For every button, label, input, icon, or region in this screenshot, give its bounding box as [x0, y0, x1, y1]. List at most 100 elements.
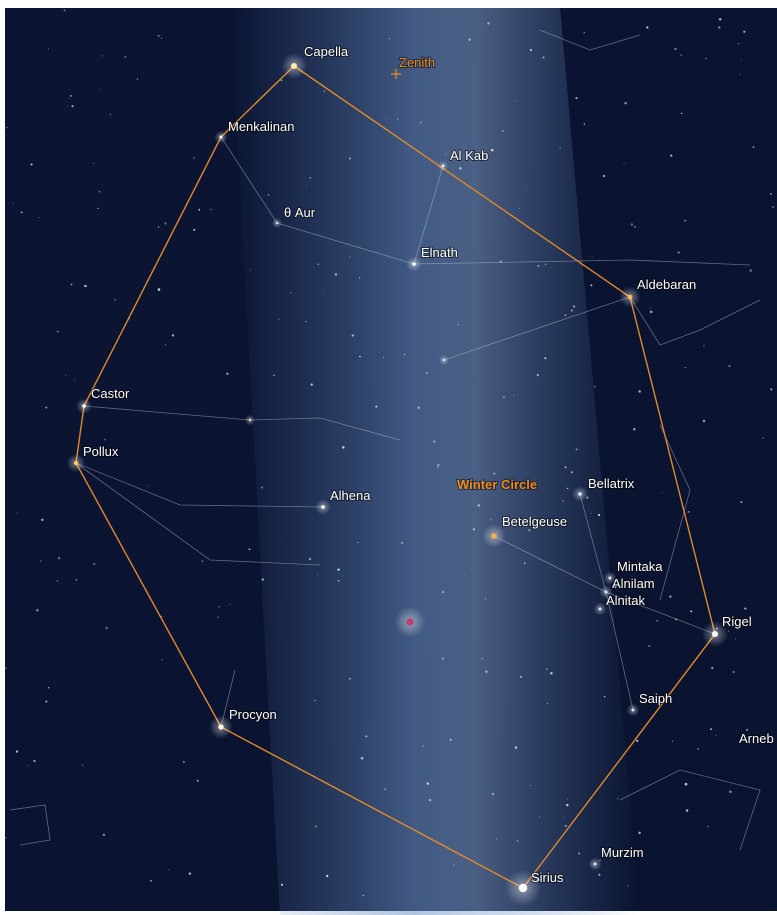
star-label: Elnath: [421, 245, 458, 260]
field-star: [729, 791, 732, 794]
field-star: [76, 579, 78, 581]
field-star: [684, 220, 685, 221]
field-star: [503, 396, 505, 398]
field-star: [93, 563, 95, 565]
field-star: [492, 793, 494, 795]
field-star: [573, 305, 575, 307]
field-star: [137, 79, 138, 80]
field-star: [690, 610, 692, 612]
field-star: [161, 38, 162, 39]
field-star: [315, 825, 317, 827]
star: [442, 165, 444, 167]
field-star: [84, 285, 86, 287]
field-star: [161, 659, 162, 660]
field-star: [517, 840, 519, 842]
star-label: Rigel: [722, 614, 752, 629]
field-star: [309, 558, 311, 560]
field-star: [17, 513, 18, 514]
field-star: [420, 121, 422, 123]
field-star: [218, 606, 219, 607]
field-star: [646, 26, 648, 28]
field-star: [728, 631, 729, 632]
field-star: [261, 487, 263, 489]
field-star: [335, 273, 337, 275]
field-star: [638, 390, 640, 392]
field-star: [686, 809, 688, 811]
field-star: [45, 407, 47, 409]
field-star: [278, 319, 279, 320]
field-star: [542, 56, 544, 58]
field-star: [719, 18, 722, 21]
star-label: Menkalinan: [228, 119, 295, 134]
field-star: [687, 512, 688, 513]
field-star: [530, 49, 532, 51]
field-star: [591, 513, 592, 514]
field-star: [550, 672, 553, 675]
field-star: [365, 735, 367, 737]
field-star: [473, 528, 475, 530]
field-star: [422, 745, 424, 747]
field-star: [669, 595, 672, 598]
field-star: [189, 872, 191, 874]
field-star: [12, 203, 13, 204]
field-star: [562, 500, 563, 501]
field-star: [624, 102, 626, 104]
field-star: [36, 609, 39, 612]
field-star: [537, 374, 539, 376]
field-star: [485, 670, 487, 672]
star-label: Arneb: [739, 731, 774, 746]
field-star: [103, 834, 105, 836]
field-star: [594, 386, 595, 387]
field-star: [262, 578, 264, 580]
field-star: [545, 263, 547, 265]
field-star: [389, 38, 390, 39]
field-star: [48, 48, 49, 49]
field-star: [104, 439, 106, 441]
field-star: [631, 223, 633, 225]
star-label: Sirius: [531, 870, 564, 885]
field-star: [314, 700, 315, 701]
field-star: [490, 519, 492, 521]
field-star: [544, 357, 546, 359]
field-star: [710, 728, 712, 730]
star: [291, 63, 297, 69]
field-star: [735, 638, 736, 639]
field-star: [753, 146, 755, 148]
field-star: [250, 269, 251, 270]
field-star: [363, 895, 365, 897]
field-star: [624, 163, 625, 164]
star: [443, 359, 445, 361]
field-star: [45, 700, 47, 702]
field-star: [457, 324, 458, 325]
star-label: Betelgeuse: [502, 514, 567, 529]
field-star: [40, 560, 41, 561]
field-star: [64, 9, 66, 11]
field-star: [433, 440, 436, 443]
field-star: [538, 559, 539, 560]
field-star: [738, 43, 739, 44]
star: [491, 533, 496, 538]
field-star: [672, 740, 673, 741]
star: [594, 863, 597, 866]
star-label: Alhena: [330, 488, 371, 503]
field-star: [5, 667, 7, 669]
field-star: [164, 222, 166, 224]
field-star: [650, 310, 653, 313]
star-label: Alnitak: [606, 593, 646, 608]
field-star: [638, 832, 640, 834]
field-star: [27, 765, 28, 766]
field-star: [41, 519, 43, 521]
field-star: [429, 799, 431, 801]
field-star: [662, 493, 663, 494]
field-star: [564, 314, 566, 316]
field-star: [515, 746, 517, 748]
field-star: [97, 208, 98, 209]
star-label: Saiph: [639, 691, 672, 706]
star: [519, 884, 527, 892]
field-star: [384, 788, 386, 790]
field-star: [718, 26, 720, 28]
field-star: [681, 55, 682, 56]
field-star: [741, 59, 742, 60]
field-star: [636, 740, 638, 742]
field-star: [633, 428, 635, 430]
